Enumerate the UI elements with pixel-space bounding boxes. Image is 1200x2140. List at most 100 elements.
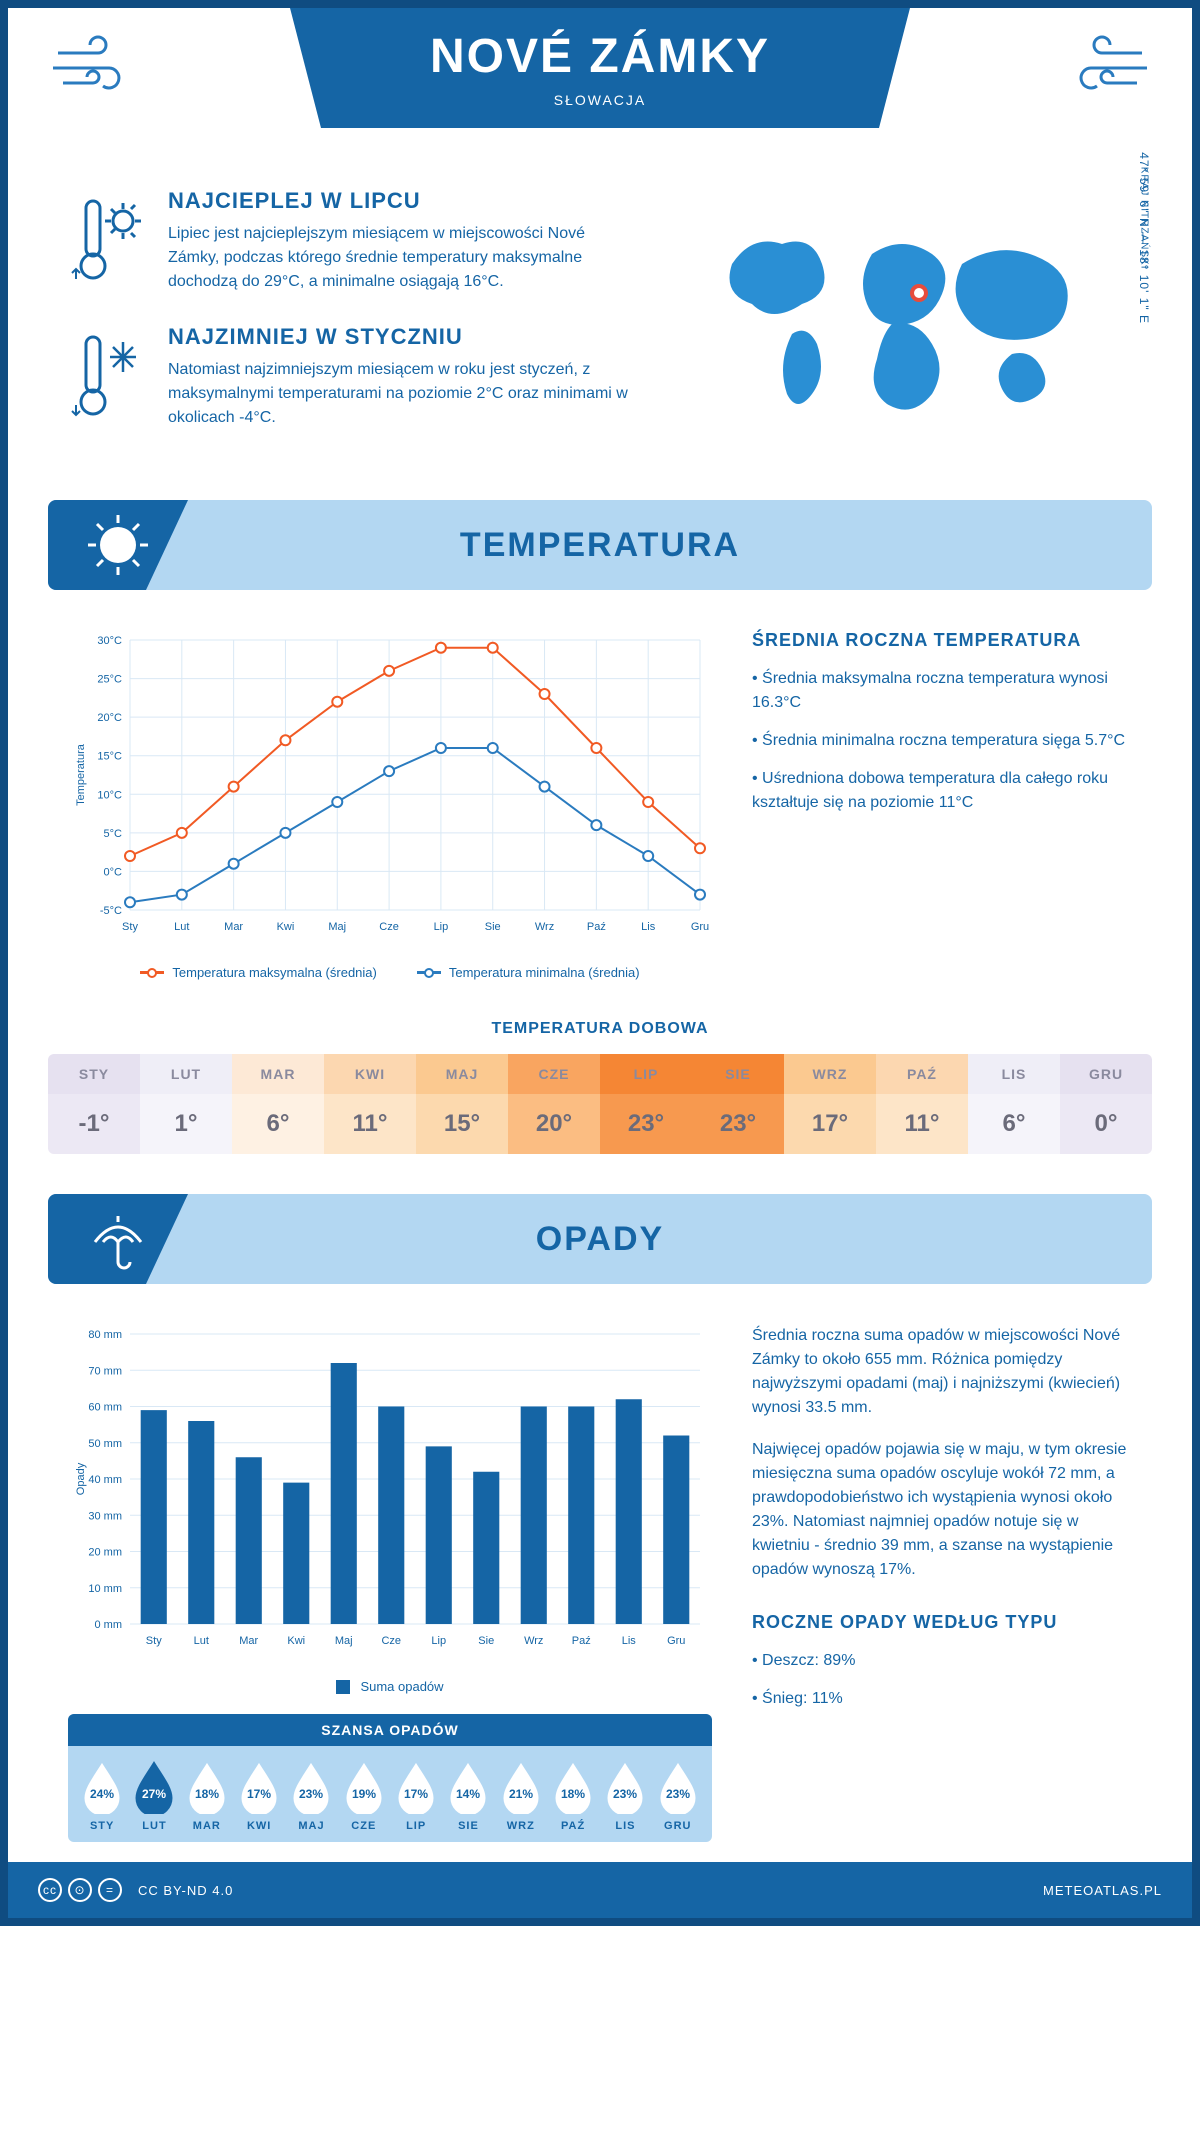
chance-drop: 21%WRZ [497,1760,545,1832]
svg-text:Wrz: Wrz [524,1635,543,1647]
svg-text:14%: 14% [456,1787,480,1801]
page-subtitle: SŁOWACJA [554,92,647,108]
svg-text:Sie: Sie [485,921,501,933]
temp-cell: MAJ15° [416,1054,508,1154]
hottest-title: NAJCIEPLEJ W LIPCU [168,188,632,214]
type-item: Deszcz: 89% [752,1649,1132,1673]
footer: cc ⊙ = CC BY-ND 4.0 METEOATLAS.PL [8,1862,1192,1918]
temperature-title: TEMPERATURA [188,526,1152,565]
map-column: KRAJ NITRZAŃSKI 47° 59' 6" N — 18° 10' 1… [672,188,1132,460]
thermometer-snow-icon [68,324,148,430]
svg-text:30°C: 30°C [97,635,122,647]
precip-chance-block: SZANSA OPADÓW 24%STY27%LUT18%MAR17%KWI23… [68,1714,712,1842]
svg-text:17%: 17% [404,1787,428,1801]
svg-text:Lut: Lut [194,1635,209,1647]
type-item: Śnieg: 11% [752,1687,1132,1711]
svg-text:Lip: Lip [431,1635,446,1647]
summary-paragraph: Najwięcej opadów pojawia się w maju, w t… [752,1438,1132,1582]
hottest-block: NAJCIEPLEJ W LIPCU Lipiec jest najcieple… [68,188,632,294]
temperature-summary: ŚREDNIA ROCZNA TEMPERATURA Średnia maksy… [752,630,1132,980]
chance-drop: 19%CZE [340,1760,388,1832]
svg-text:Paź: Paź [572,1635,591,1647]
svg-text:Mar: Mar [239,1635,258,1647]
intro-text-column: NAJCIEPLEJ W LIPCU Lipiec jest najcieple… [68,188,632,460]
chance-drop: 23%GRU [654,1760,702,1832]
svg-text:23%: 23% [613,1787,637,1801]
line-chart-area: -5°C0°C5°C10°C15°C20°C25°C30°CStyLutMarK… [68,630,712,980]
temperature-header: TEMPERATURA [48,500,1152,590]
hottest-text: Lipiec jest najcieplejszym miesiącem w m… [168,222,632,294]
coordinates: 47° 59' 6" N — 18° 10' 1" E [1137,152,1151,324]
umbrella-icon [48,1194,188,1284]
temp-cell: CZE20° [508,1054,600,1154]
page-container: NOVÉ ZÁMKY SŁOWACJA NAJCIEPLEJ W LIPCU L… [0,0,1200,1926]
svg-text:25°C: 25°C [97,674,122,686]
svg-text:Lis: Lis [622,1635,637,1647]
temp-cell: KWI11° [324,1054,416,1154]
svg-text:21%: 21% [509,1787,533,1801]
world-map [702,214,1102,434]
svg-text:Gru: Gru [691,921,709,933]
daily-temp-title: TEMPERATURA DOBOWA [48,1020,1152,1038]
svg-text:Lip: Lip [434,921,449,933]
svg-text:10 mm: 10 mm [88,1583,122,1595]
svg-text:23%: 23% [666,1787,690,1801]
svg-text:Paź: Paź [587,921,606,933]
precipitation-bar-chart: 0 mm10 mm20 mm30 mm40 mm50 mm60 mm70 mm8… [68,1324,712,1664]
coldest-text: Natomiast najzimniejszym miesiącem w rok… [168,358,632,430]
svg-text:Lut: Lut [174,921,189,933]
temp-cell: PAŹ11° [876,1054,968,1154]
precipitation-summary: Średnia roczna suma opadów w miejscowośc… [752,1324,1132,1842]
temperature-chart-row: -5°C0°C5°C10°C15°C20°C25°C30°CStyLutMarK… [8,590,1192,1000]
chance-drop: 27%LUT [130,1760,178,1832]
svg-text:-5°C: -5°C [100,905,122,917]
svg-text:80 mm: 80 mm [88,1329,122,1341]
svg-text:Opady: Opady [75,1462,87,1495]
line-chart-legend: Temperatura maksymalna (średnia)Temperat… [68,965,712,980]
svg-text:70 mm: 70 mm [88,1365,122,1377]
svg-text:Sie: Sie [478,1635,494,1647]
svg-text:Sty: Sty [122,921,138,933]
coldest-title: NAJZIMNIEJ W STYCZNIU [168,324,632,350]
chance-drop: 17%KWI [235,1760,283,1832]
summary-bullet: Uśredniona dobowa temperatura dla całego… [752,767,1132,815]
bar-chart-area: 0 mm10 mm20 mm30 mm40 mm50 mm60 mm70 mm8… [68,1324,712,1842]
chance-drop: 14%SIE [444,1760,492,1832]
by-icon: ⊙ [68,1878,92,1902]
svg-text:40 mm: 40 mm [88,1474,122,1486]
nd-icon: = [98,1878,122,1902]
temp-cell: MAR6° [232,1054,324,1154]
svg-text:30 mm: 30 mm [88,1510,122,1522]
precipitation-header: OPADY [48,1194,1152,1284]
temperature-line-chart: -5°C0°C5°C10°C15°C20°C25°C30°CStyLutMarK… [68,630,712,950]
svg-text:24%: 24% [90,1787,114,1801]
svg-text:Kwi: Kwi [277,921,295,933]
cc-icon: cc [38,1878,62,1902]
legend-swatch [336,1680,350,1694]
svg-text:19%: 19% [352,1787,376,1801]
summary-bullet: Średnia minimalna roczna temperatura się… [752,729,1132,753]
chance-drop: 18%PAŹ [549,1760,597,1832]
coldest-block: NAJZIMNIEJ W STYCZNIU Natomiast najzimni… [68,324,632,430]
svg-text:5°C: 5°C [104,828,123,840]
svg-text:Mar: Mar [224,921,243,933]
wind-icon [48,33,138,116]
svg-text:Cze: Cze [381,1635,401,1647]
temp-cell: LIP23° [600,1054,692,1154]
svg-text:17%: 17% [247,1787,271,1801]
wind-icon [1062,33,1152,116]
svg-text:Kwi: Kwi [287,1635,305,1647]
site-name: METEOATLAS.PL [1043,1883,1162,1898]
sun-icon [48,500,188,590]
chance-drop: 18%MAR [183,1760,231,1832]
precipitation-chart-row: 0 mm10 mm20 mm30 mm40 mm50 mm60 mm70 mm8… [8,1284,1192,1862]
temp-cell: LIS6° [968,1054,1060,1154]
chance-drop: 23%LIS [601,1760,649,1832]
svg-text:0 mm: 0 mm [95,1619,123,1631]
svg-text:15°C: 15°C [97,751,122,763]
svg-text:Cze: Cze [379,921,399,933]
temp-cell: SIE23° [692,1054,784,1154]
svg-text:Maj: Maj [335,1635,353,1647]
annual-temp-title: ŚREDNIA ROCZNA TEMPERATURA [752,630,1132,651]
svg-text:10°C: 10°C [97,789,122,801]
